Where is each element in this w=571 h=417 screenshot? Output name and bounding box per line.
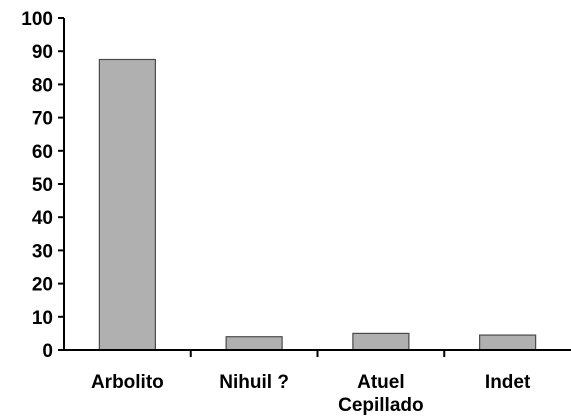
y-tick-label: 30 [32,241,53,262]
y-tick-label: 70 [32,109,53,130]
category-labels: Arbolito Nihuil ? Atuel Cepillado Indet [91,372,531,416]
x-tick-label: Indet [485,372,531,393]
x-tick-label: Nihuil ? [219,372,289,393]
y-tick-label: 90 [32,42,53,63]
y-tick-label: 60 [32,142,53,163]
y-tick-label: 20 [32,275,53,296]
bars [98,58,537,351]
x-tick-label: Atuel Cepillado [338,372,424,416]
y-axis-ticks: 0 10 20 30 40 50 60 70 80 90 100 [21,9,64,362]
x-tick-label: Arbolito [91,372,164,393]
y-tick-label: 100 [21,9,53,30]
y-tick-label: 0 [42,341,53,362]
y-tick-label: 50 [32,175,53,196]
y-tick-label: 80 [32,75,53,96]
bar [479,334,537,351]
y-tick-label: 40 [32,208,53,229]
bar [225,336,283,351]
y-tick-label: 10 [32,308,53,329]
bar [98,58,156,351]
x-axis-ticks [189,350,446,357]
bar [352,332,410,351]
